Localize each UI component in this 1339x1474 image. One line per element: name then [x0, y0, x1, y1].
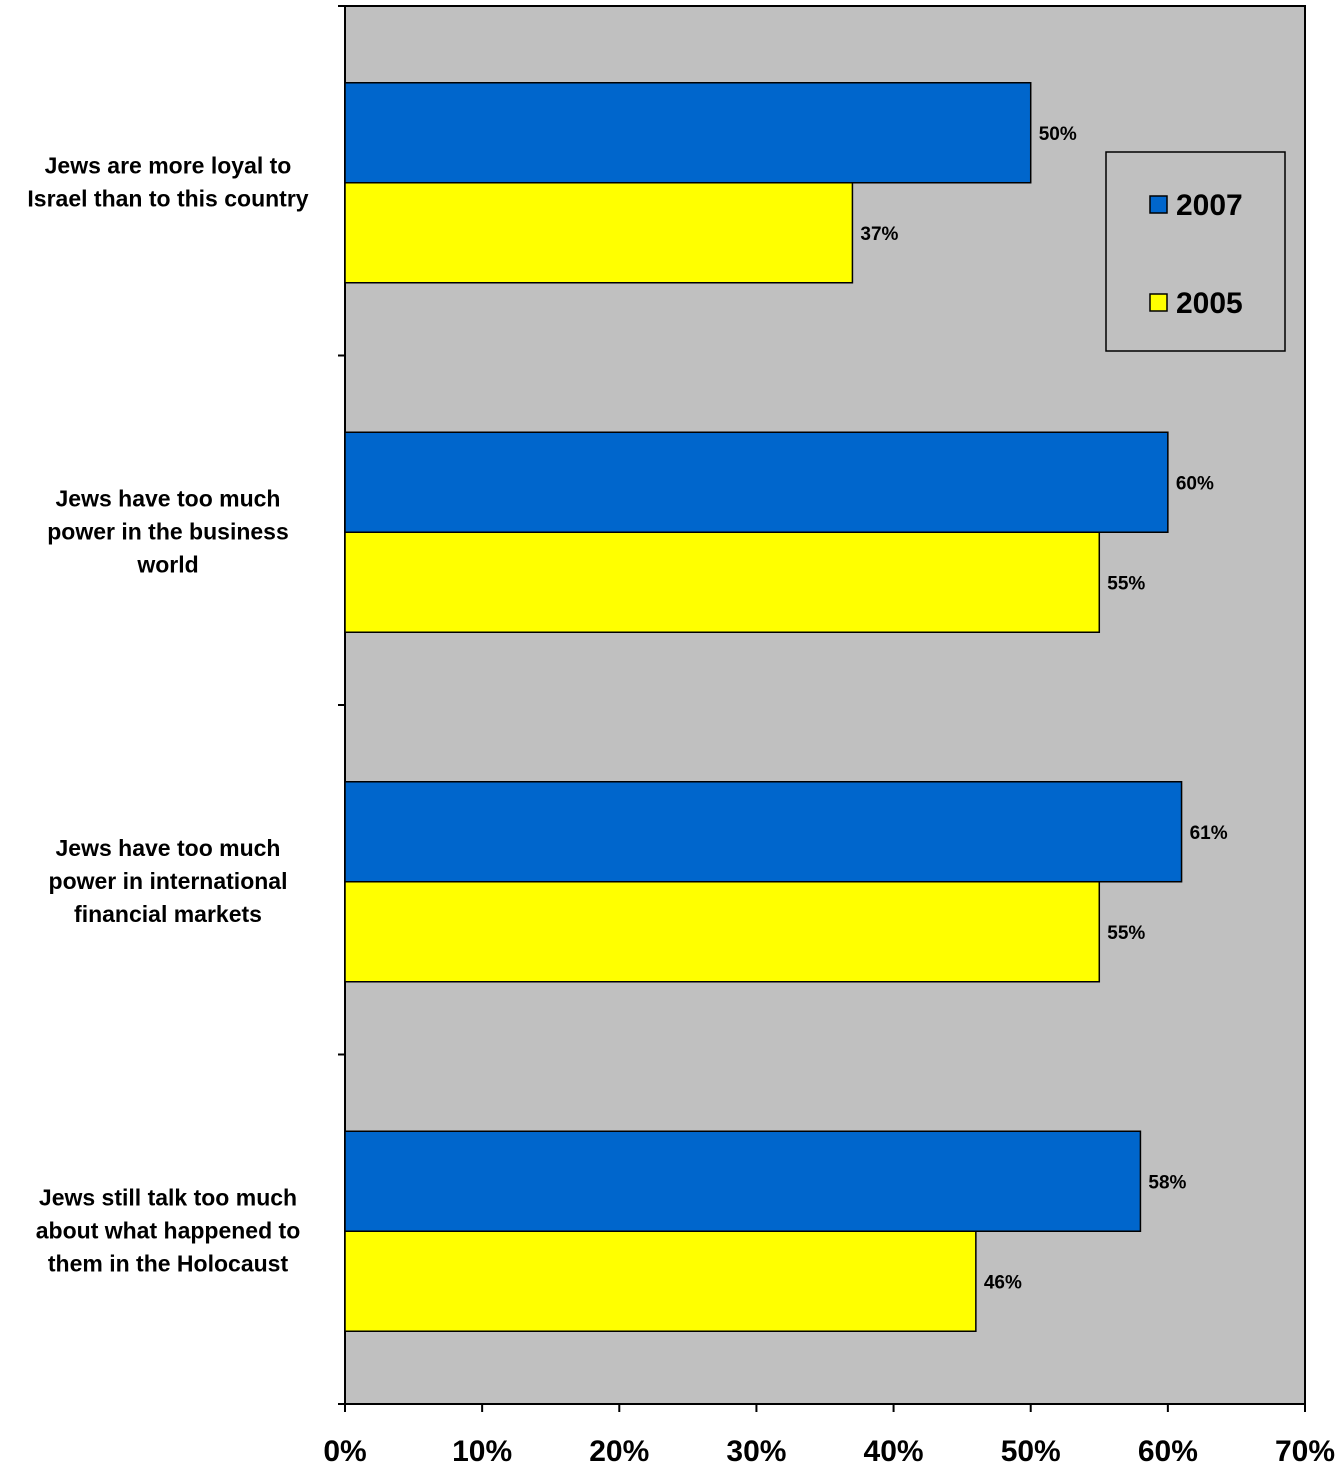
bars-group: [344, 82, 1183, 1332]
legend-box: [1105, 151, 1286, 352]
legend-label-2005: 2005: [1176, 287, 1243, 320]
legend: 2007 2005: [1105, 151, 1286, 352]
x-tick-label-30: 30%: [726, 1435, 786, 1468]
bar-2007-cat-2: [344, 431, 1169, 533]
bar-2005-cat-3: [344, 881, 1101, 983]
x-tick-label-40: 40%: [864, 1435, 924, 1468]
data-label-2005-cat-1: 37%: [860, 224, 898, 245]
data-label-2005-cat-3: 55%: [1107, 923, 1145, 944]
category-label-4: Jews still talk too much about what happe…: [36, 1184, 301, 1276]
legend-swatch-2005: [1149, 293, 1168, 312]
data-label-2005-cat-2: 55%: [1107, 573, 1145, 594]
x-tick-label-70: 70%: [1275, 1435, 1335, 1468]
x-tick-label-0: 0%: [323, 1435, 366, 1468]
x-tick-label-20: 20%: [589, 1435, 649, 1468]
bar-2005-cat-1: [344, 182, 854, 284]
bar-2007-cat-1: [344, 82, 1032, 184]
category-labels-group: Jews are more loyal to Israel than to thi…: [27, 152, 308, 1276]
axis-group: 0% 10% 20% 30% 40% 50% 60% 70%: [323, 5, 1335, 1468]
x-tick-label-10: 10%: [452, 1435, 512, 1468]
category-label-1: Jews are more loyal to Israel than to thi…: [27, 152, 308, 211]
x-tick-label-60: 60%: [1138, 1435, 1198, 1468]
data-label-2007-cat-4: 58%: [1148, 1172, 1186, 1193]
x-tick-label-50: 50%: [1001, 1435, 1061, 1468]
data-label-2007-cat-3: 61%: [1190, 823, 1228, 844]
bar-2005-cat-4: [344, 1230, 977, 1332]
bar-2005-cat-2: [344, 531, 1101, 633]
category-label-2: Jews have too much power in the business w…: [47, 485, 289, 577]
category-label-3: Jews have too much power in international…: [49, 835, 288, 927]
bar-2007-cat-3: [344, 781, 1183, 883]
legend-swatch-2007: [1149, 195, 1168, 214]
data-label-2007-cat-1: 50%: [1039, 124, 1077, 145]
data-label-2007-cat-2: 60%: [1176, 473, 1214, 494]
data-labels-group: 50% 37% 60% 55% 61% 55% 58% 46%: [860, 124, 1227, 1294]
bar-2007-cat-4: [344, 1130, 1142, 1232]
data-label-2005-cat-4: 46%: [984, 1272, 1022, 1293]
legend-label-2007: 2007: [1176, 189, 1243, 222]
